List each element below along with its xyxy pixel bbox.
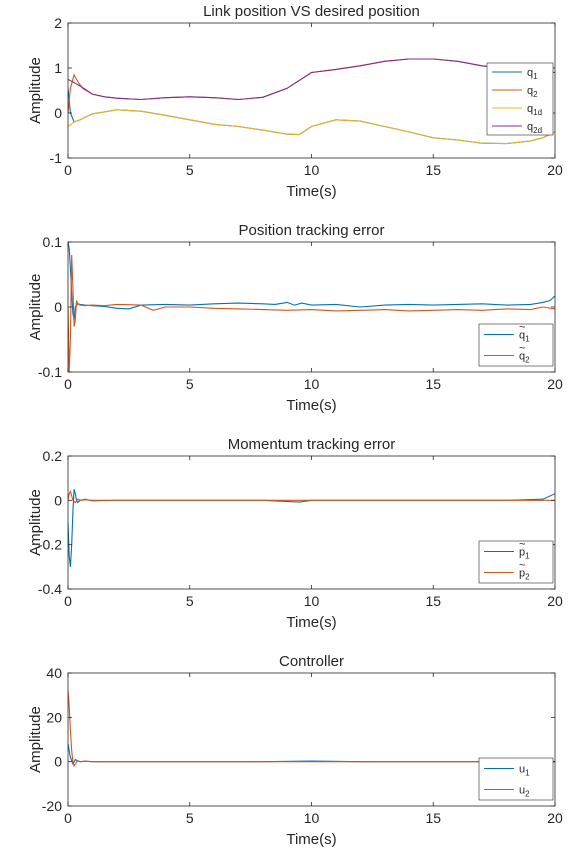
- series-line-q2: [68, 254, 555, 372]
- legend-entry: u1: [519, 764, 530, 778]
- legend-entry: p2: [519, 568, 530, 582]
- legend: q1~q2~: [478, 322, 554, 367]
- x-tick-label: 15: [425, 162, 441, 178]
- legend-entry: q1: [527, 67, 538, 81]
- plot-area: [68, 456, 555, 589]
- y-tick-label: -0.4: [38, 581, 62, 597]
- chart-title: Controller: [279, 653, 344, 670]
- y-tick-label: 40: [46, 665, 62, 681]
- y-tick-label: 0.2: [43, 448, 63, 464]
- y-axis-label: Amplitude: [27, 57, 44, 124]
- x-axis-label: Time(s): [286, 397, 336, 414]
- legend-box: [478, 757, 554, 801]
- x-tick-label: 20: [547, 810, 563, 826]
- legend-entry: u2: [519, 785, 530, 799]
- y-tick-label: -0.1: [38, 364, 62, 380]
- y-tick-label: 1: [54, 60, 62, 76]
- legend-accent: ~: [519, 560, 525, 572]
- y-tick-label: 2: [54, 15, 62, 31]
- x-tick-label: 10: [304, 162, 320, 178]
- plot-area: [68, 23, 555, 158]
- series-line-p2: [68, 490, 555, 504]
- chart-panel-3: 0 5 10 15 20 -0.4 -0.2 0 0.2 Momentum tracking er…: [27, 436, 563, 631]
- x-tick-label: 5: [186, 376, 194, 392]
- x-tick-label: 20: [547, 593, 563, 609]
- series-line-q1: [68, 242, 555, 321]
- legend-entry: q2d: [527, 121, 542, 135]
- y-axis-label: Amplitude: [27, 274, 44, 341]
- legend-entry: q1d: [527, 103, 542, 117]
- y-tick-label: -20: [42, 798, 62, 814]
- legend-box: [478, 323, 554, 367]
- y-tick-label: 0: [54, 754, 62, 770]
- plot-area: [68, 242, 555, 372]
- legend-entry: q1: [519, 330, 530, 344]
- series-line-u2: [68, 690, 555, 768]
- x-tick-label: 15: [425, 810, 441, 826]
- x-tick-label: 15: [425, 593, 441, 609]
- x-tick-label: 10: [304, 593, 320, 609]
- plot-area: [68, 673, 555, 806]
- y-axis-label: Amplitude: [27, 706, 44, 773]
- y-tick-label: 0: [54, 492, 62, 508]
- x-axis-label: Time(s): [286, 614, 336, 631]
- legend: p1~p2~: [478, 539, 554, 584]
- legend-entry: q2: [527, 85, 538, 99]
- x-axis-label: Time(s): [286, 831, 336, 848]
- series-line-q1d: [68, 109, 555, 145]
- y-axis-label: Amplitude: [27, 489, 44, 556]
- x-tick-label: 5: [186, 810, 194, 826]
- legend-box: [486, 62, 554, 136]
- y-tick-label: 20: [46, 709, 62, 725]
- legend-accent: ~: [519, 539, 525, 551]
- legend-entry: p1: [519, 547, 530, 561]
- legend: u1 u2: [478, 757, 554, 801]
- y-tick-label: 0: [54, 299, 62, 315]
- x-tick-label: 10: [304, 810, 320, 826]
- legend-accent: ~: [519, 343, 525, 355]
- y-tick-label: 0: [54, 105, 62, 121]
- x-tick-label: 0: [64, 162, 72, 178]
- chart-title: Link position VS desired position: [203, 3, 420, 20]
- legend-accent: ~: [519, 322, 525, 334]
- legend-entry: q2: [519, 351, 530, 365]
- legend-box: [478, 540, 554, 584]
- x-tick-label: 20: [547, 376, 563, 392]
- x-axis-label: Time(s): [286, 183, 336, 200]
- x-tick-label: 0: [64, 376, 72, 392]
- y-tick-label: -1: [50, 150, 63, 166]
- x-tick-label: 20: [547, 162, 563, 178]
- chart-title: Position tracking error: [239, 222, 385, 239]
- x-tick-label: 0: [64, 810, 72, 826]
- chart-panel-4: 0 5 10 15 20-2002040ControllerTime(s)Amplitu…: [27, 653, 563, 848]
- series-line-q2d: [68, 58, 555, 101]
- y-tick-label: 0.1: [43, 234, 63, 250]
- y-tick-label: -0.2: [38, 537, 62, 553]
- chart-title: Momentum tracking error: [228, 436, 396, 453]
- x-tick-label: 0: [64, 593, 72, 609]
- x-tick-label: 10: [304, 376, 320, 392]
- x-tick-label: 5: [186, 593, 194, 609]
- legend: q1 q2 q1d q2d: [486, 62, 554, 136]
- x-tick-label: 15: [425, 376, 441, 392]
- x-tick-label: 5: [186, 162, 194, 178]
